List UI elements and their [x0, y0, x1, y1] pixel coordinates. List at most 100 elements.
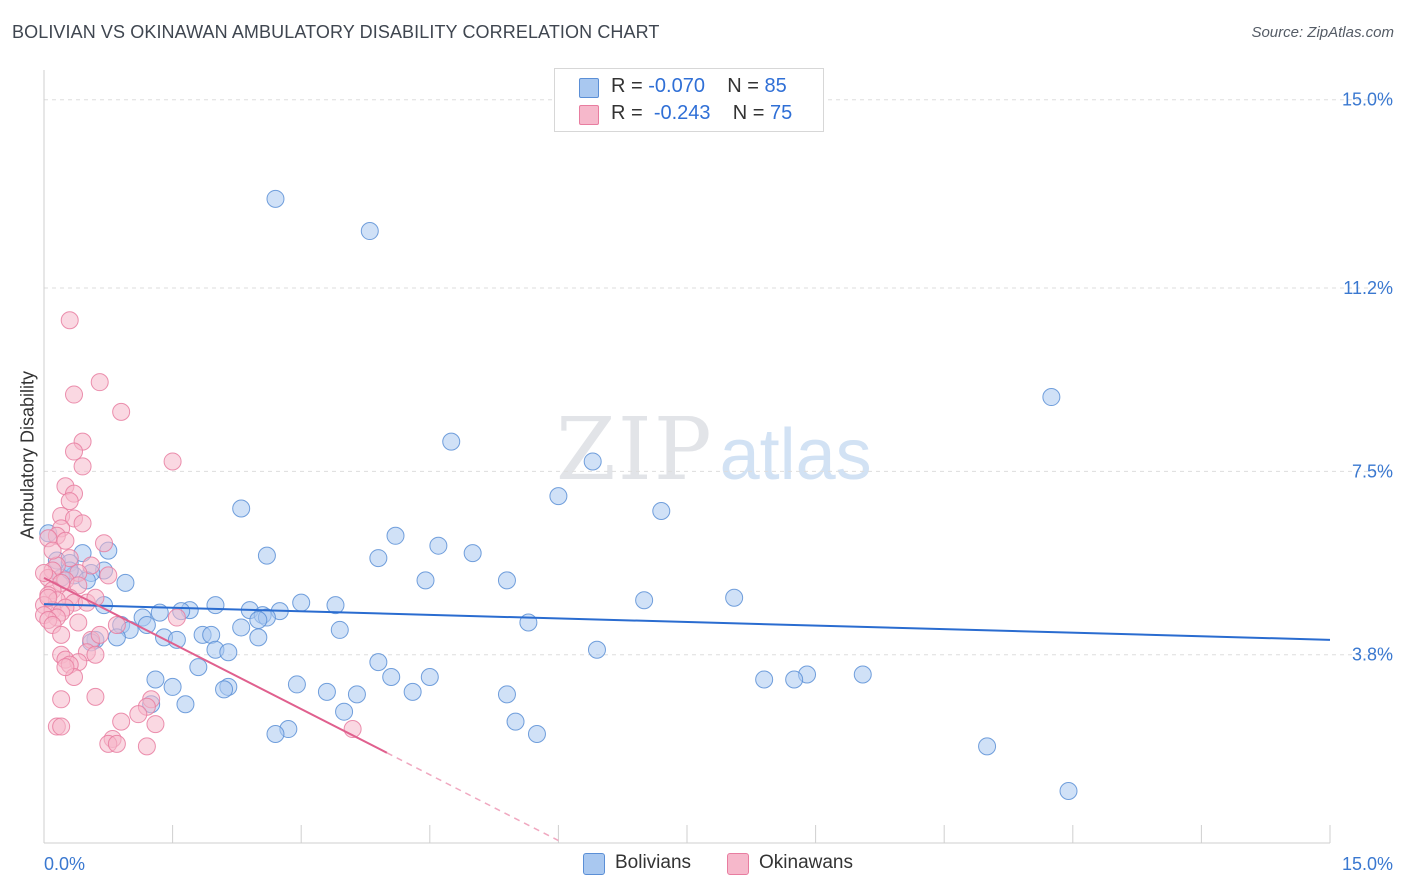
bolivian-point [403, 682, 422, 701]
okinawan-point [95, 534, 114, 553]
bolivian-point [266, 189, 285, 208]
source-label: Source: ZipAtlas.com [1251, 24, 1394, 41]
okinawan-point [137, 737, 156, 756]
okinawan-point [65, 385, 84, 404]
bolivian-point [497, 571, 516, 590]
bolivian-point [978, 737, 997, 756]
okinawan-point [112, 712, 131, 731]
bolivian-point [335, 702, 354, 721]
y-axis-label: Ambulatory Disability [17, 370, 38, 540]
chart-title: BOLIVIAN VS OKINAWAN AMBULATORY DISABILI… [12, 22, 660, 42]
bolivian-point [326, 596, 345, 615]
okinawan-trend-extension [386, 752, 559, 842]
bolivian-point [506, 712, 525, 731]
bolivian-point [527, 724, 546, 743]
y-tick-label: 3.8% [1352, 645, 1393, 665]
bolivian-point [219, 643, 238, 662]
okinawan-point [129, 705, 148, 724]
bolivian-point [266, 724, 285, 743]
x-tick-label: 0.0% [44, 854, 85, 874]
bottom-legend-swatch-pink [727, 853, 749, 875]
bolivian-point [1042, 388, 1061, 407]
okinawan-point [99, 566, 118, 585]
bolivian-point [497, 685, 516, 704]
bolivian-point [635, 591, 654, 610]
bolivian-point [116, 573, 135, 592]
bolivian-point [257, 546, 276, 565]
bottom-legend-label: Bolivians [615, 852, 692, 873]
bolivian-point [202, 625, 221, 644]
okinawan-point [90, 625, 109, 644]
okinawan-point [65, 442, 84, 461]
okinawan-point [86, 687, 105, 706]
okinawan-point [43, 541, 62, 560]
bolivian-point [232, 618, 251, 637]
bolivian-point [853, 665, 872, 684]
okinawan-point [146, 715, 165, 734]
legend-r-label: R = [611, 102, 643, 124]
okinawan-point [167, 608, 186, 627]
bolivian-point [330, 620, 349, 639]
okinawan-point [107, 615, 126, 634]
bolivian-point [249, 628, 268, 647]
okinawan-point [56, 531, 75, 550]
bolivian-point [206, 596, 225, 615]
okinawan-point [112, 402, 131, 421]
legend-n-label: N = [732, 102, 765, 124]
bolivian-point [725, 588, 744, 607]
okinawan-trend-line [43, 577, 388, 754]
bolivian-point [755, 670, 774, 689]
y-tick-label: 11.2% [1343, 278, 1393, 298]
okinawan-point [52, 690, 71, 709]
bolivian-point [347, 685, 366, 704]
okinawan-point [56, 658, 75, 677]
bolivian-point [360, 222, 379, 241]
bolivian-point [420, 668, 439, 687]
bolivian-trend-line [43, 603, 1331, 641]
watermark: ZIPatlas [556, 400, 872, 500]
y-tick-label: 7.5% [1352, 461, 1393, 481]
bolivian-point [549, 487, 568, 506]
okinawan-point [163, 452, 182, 471]
bolivian-point [785, 670, 804, 689]
okinawan-point [73, 457, 92, 476]
legend-n-value: 85 [764, 75, 787, 97]
bolivian-point [587, 640, 606, 659]
bolivian-point [386, 526, 405, 545]
okinawan-point [60, 311, 79, 330]
bolivian-point [429, 536, 448, 555]
okinawan-point [90, 373, 109, 392]
bolivian-point [287, 675, 306, 694]
bolivian-point [232, 499, 251, 518]
legend-r-value: -0.243 [653, 102, 711, 124]
bottom-legend-label: Okinawans [759, 852, 853, 873]
okinawan-point [69, 576, 88, 595]
bolivian-point [189, 658, 208, 677]
okinawan-point [73, 514, 92, 533]
bolivian-point [249, 611, 268, 630]
bolivian-point [442, 432, 461, 451]
okinawan-point [52, 625, 71, 644]
x-tick-label: 15.0% [1342, 854, 1393, 874]
watermark-zip: ZIP [556, 400, 714, 500]
bolivian-point [1059, 781, 1078, 800]
legend-swatch-blue [579, 78, 599, 98]
bolivian-point [146, 670, 165, 689]
watermark-atlas: atlas [719, 415, 872, 495]
okinawan-point [86, 645, 105, 664]
legend-swatch-pink [579, 105, 599, 125]
bolivian-point [176, 695, 195, 714]
y-tick-label: 15.0% [1342, 90, 1393, 110]
bolivian-point [652, 502, 671, 521]
legend-r-label: R = [611, 75, 643, 97]
bolivian-point [382, 668, 401, 687]
bolivian-point [317, 682, 336, 701]
legend-n-value: 75 [770, 102, 793, 124]
okinawan-point [69, 613, 88, 632]
legend-r-value: -0.070 [648, 75, 705, 97]
okinawan-point [35, 563, 53, 582]
bolivian-point [163, 677, 182, 696]
bolivian-point [369, 653, 388, 672]
bolivian-point [416, 571, 435, 590]
